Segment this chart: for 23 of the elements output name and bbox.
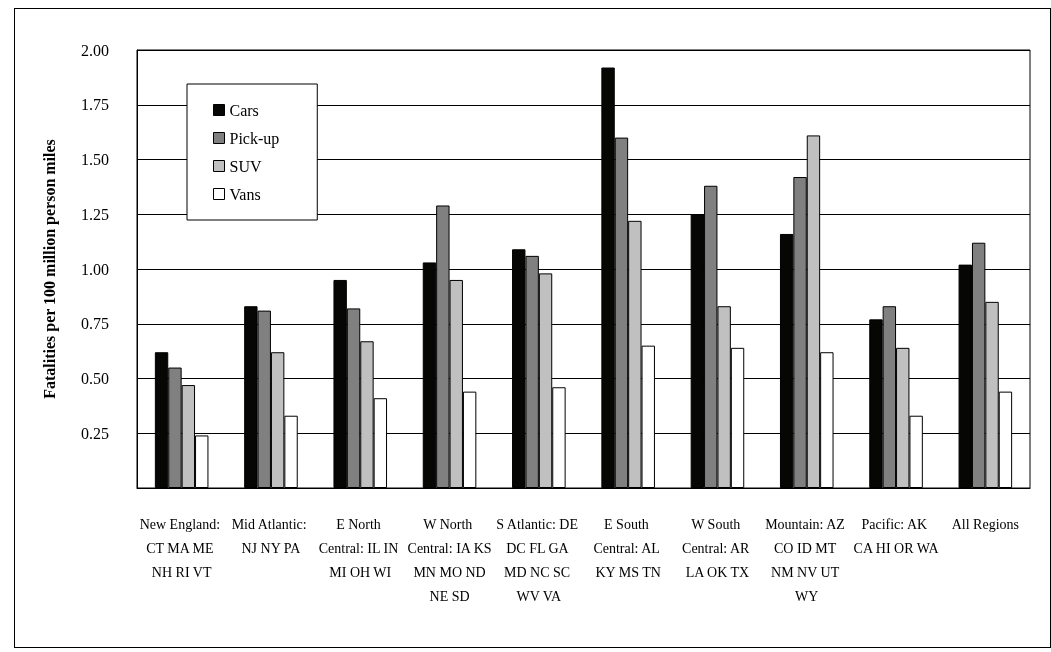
y-tick-label: 2.00 xyxy=(81,41,109,59)
x-tick-label: All Regions xyxy=(951,516,1019,532)
y-tick-label: 1.50 xyxy=(81,151,109,168)
x-tick-label: Mid Atlantic: NJ NY PA xyxy=(231,516,311,556)
legend-label: SUV xyxy=(229,157,262,175)
x-tick-label: E North Central: IL IN MI OH WI xyxy=(318,516,402,580)
x-tick-label: W North Central: IA KS MN MO ND NE SD xyxy=(407,516,492,604)
y-tick-label: 1.25 xyxy=(81,205,109,223)
x-tick-label: W South Central: AR LA OK TX xyxy=(682,516,753,580)
y-tick-label: 0.50 xyxy=(81,370,109,387)
y-tick-label: 0.25 xyxy=(81,424,109,442)
x-tick-label: E South Central: AL KY MS TN xyxy=(593,516,663,580)
y-tick-label: 0.75 xyxy=(81,315,109,333)
x-tick-label: Mountain: AZ CO ID MT NM NV UT WY xyxy=(765,516,849,604)
y-axis-title: Fatalities per 100 million person miles xyxy=(40,139,59,399)
y-tick-label: 1.00 xyxy=(81,260,109,278)
legend-label: Pick-up xyxy=(229,129,280,148)
legend-label: Cars xyxy=(229,101,259,119)
y-tick-label: 1.75 xyxy=(81,96,109,114)
legend-label: Vans xyxy=(229,185,261,203)
x-tick-label: Pacific: AK CA HI OR WA xyxy=(853,516,940,556)
x-tick-label: New England: CT MA ME NH RI VT xyxy=(139,516,224,580)
x-tick-label: S Atlantic: DE DC FL GA MD NC SC WV VA xyxy=(496,516,582,604)
